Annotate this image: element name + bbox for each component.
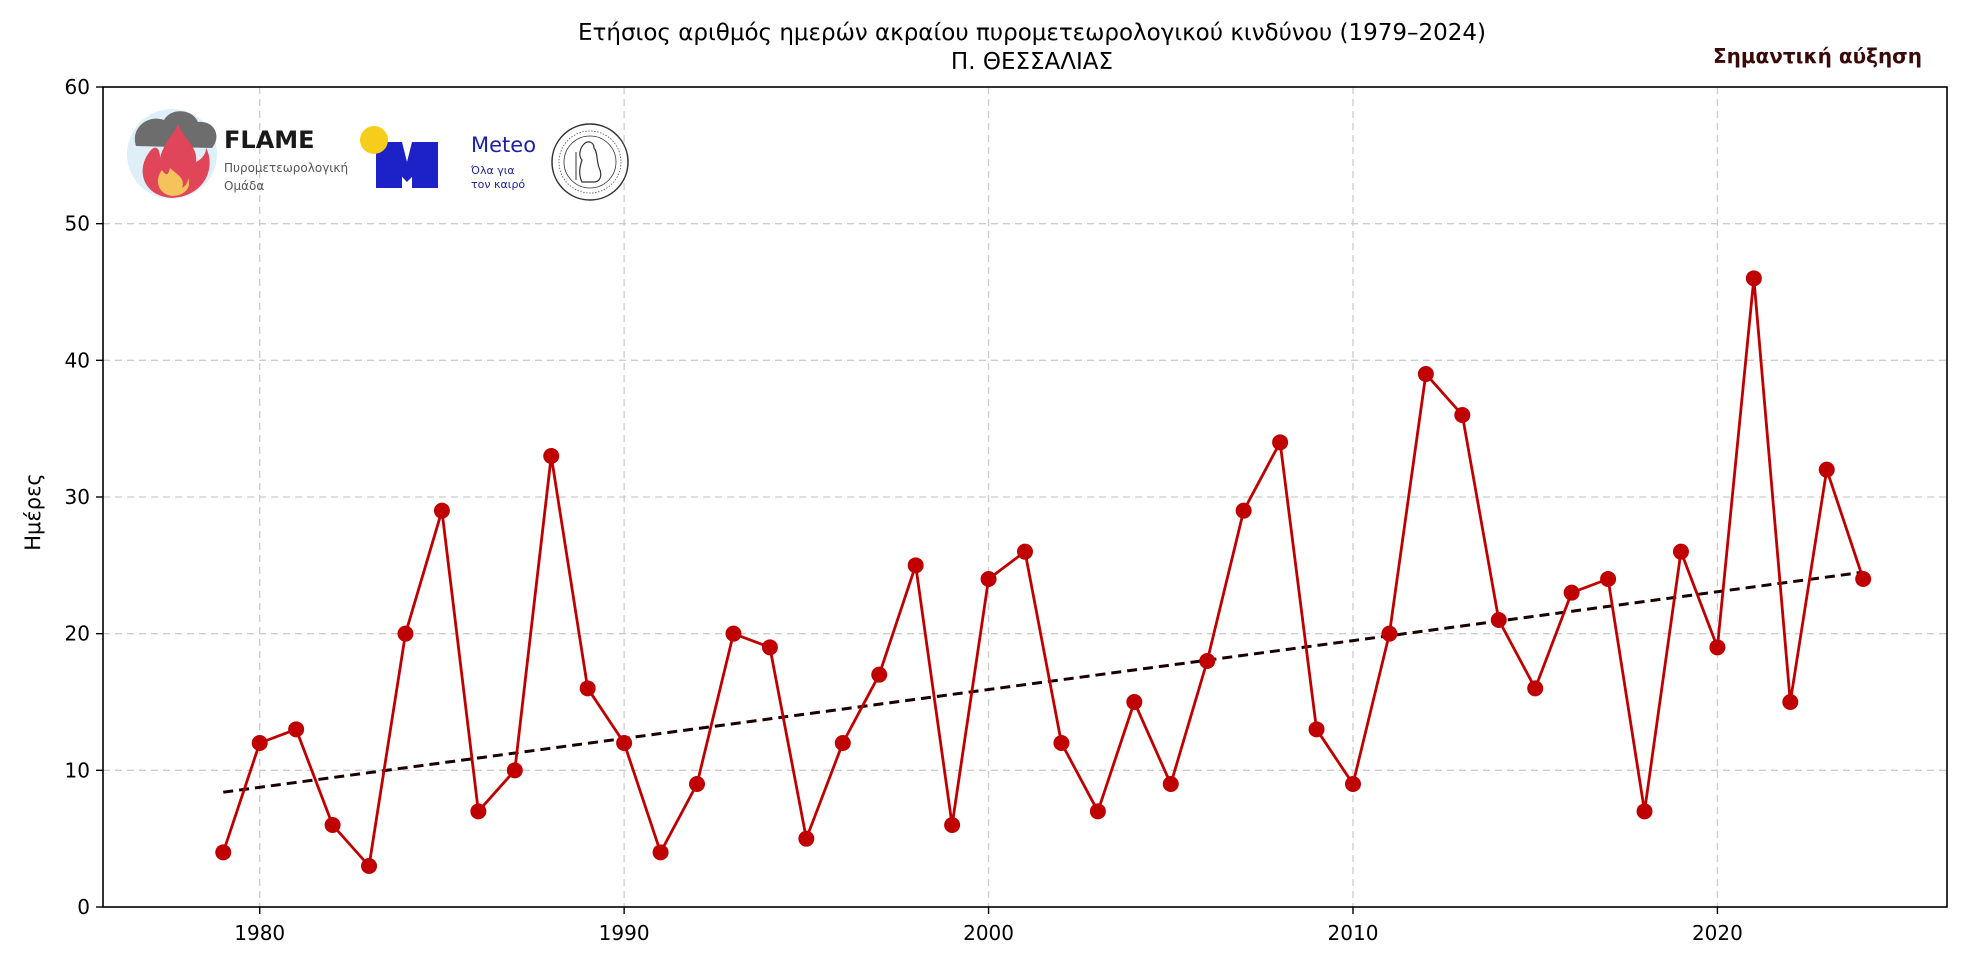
y-tick-label: 10	[65, 758, 90, 782]
y-axis-label: Ημέρες	[21, 473, 45, 551]
y-tick-label: 0	[77, 895, 90, 919]
series-layer	[215, 270, 1872, 874]
y-tick-label: 20	[65, 622, 90, 646]
data-point	[1709, 639, 1726, 656]
chart-subtitle: Π. ΘΕΣΣΑΛΙΑΣ	[951, 49, 1113, 75]
data-point	[834, 735, 851, 751]
data-point	[251, 735, 268, 751]
data-point	[1600, 571, 1617, 587]
data-point	[397, 625, 414, 642]
axes: 0 10 20 30 40 50 60 1980 1990 2000 2010 2020	[65, 75, 1948, 945]
x-tick-label: 1980	[234, 921, 285, 945]
data-point	[980, 571, 997, 587]
flame-logo-line1: Πυρομετεωρολογική	[224, 161, 348, 175]
observatory-seal-logo	[551, 123, 629, 201]
data-point	[1417, 366, 1434, 382]
data-point	[1235, 502, 1252, 519]
data-point	[1563, 584, 1580, 601]
data-point	[1381, 625, 1398, 642]
meteo-logo-line2: τον καιρό	[471, 178, 525, 191]
data-point	[761, 639, 778, 656]
meteo-logo-name: Meteo	[471, 133, 536, 157]
data-point	[1782, 694, 1799, 710]
data-point	[1089, 803, 1106, 820]
data-point	[725, 625, 742, 642]
data-point	[1818, 461, 1835, 478]
data-point	[215, 844, 232, 861]
data-point	[1745, 270, 1762, 287]
data-point	[579, 680, 596, 697]
data-point	[1126, 694, 1143, 710]
trend-layer	[223, 570, 1864, 794]
meteo-logo: Meteo Όλα για τον καιρό	[360, 126, 536, 191]
y-tick-label: 60	[65, 75, 90, 99]
trend-significance-badge: Σημαντική αύξηση	[1713, 44, 1922, 68]
trend-line	[223, 570, 1864, 794]
series-line	[221, 276, 1865, 868]
data-point	[1199, 653, 1216, 669]
flame-logo-line2: Ομάδα	[224, 179, 264, 193]
data-point	[543, 448, 560, 464]
data-point	[1272, 434, 1289, 451]
flame-logo: FLAME Πυρομετεωρολογική Ομάδα	[127, 109, 348, 199]
x-tick-label: 2010	[1328, 921, 1379, 945]
data-point	[871, 666, 888, 683]
chart-title: Ετήσιος αριθμός ημερών ακραίου πυρομετεω…	[578, 20, 1486, 46]
grid	[103, 87, 1947, 907]
y-tick-label: 50	[65, 212, 90, 236]
x-tick-label: 1990	[599, 921, 650, 945]
data-point	[907, 557, 924, 574]
data-point	[361, 858, 378, 874]
data-point	[288, 721, 305, 738]
data-point	[1017, 543, 1033, 560]
x-tick-label: 2000	[963, 921, 1014, 945]
data-point	[506, 762, 523, 779]
meteo-logo-line1: Όλα για	[470, 164, 515, 177]
data-point	[944, 817, 961, 833]
y-tick-label: 30	[65, 485, 90, 509]
data-point	[1490, 612, 1507, 628]
flame-logo-name: FLAME	[224, 126, 315, 154]
data-point	[470, 803, 487, 820]
data-point	[798, 830, 815, 847]
data-point	[1527, 680, 1544, 697]
data-point	[1344, 776, 1361, 792]
x-tick-label: 2020	[1692, 921, 1743, 945]
data-point	[1855, 571, 1872, 587]
data-point	[616, 735, 633, 751]
data-point	[652, 844, 669, 861]
y-tick-label: 40	[65, 348, 90, 372]
data-point	[433, 502, 450, 519]
data-point	[689, 776, 706, 792]
flame-logo-icon	[127, 109, 217, 199]
data-point	[1636, 803, 1653, 820]
meteo-logo-icon	[360, 126, 438, 188]
data-point	[324, 817, 341, 833]
data-point	[1454, 407, 1471, 423]
data-point	[1053, 735, 1070, 751]
data-point	[1672, 543, 1689, 560]
data-point	[1162, 776, 1179, 792]
data-point	[1308, 721, 1325, 738]
